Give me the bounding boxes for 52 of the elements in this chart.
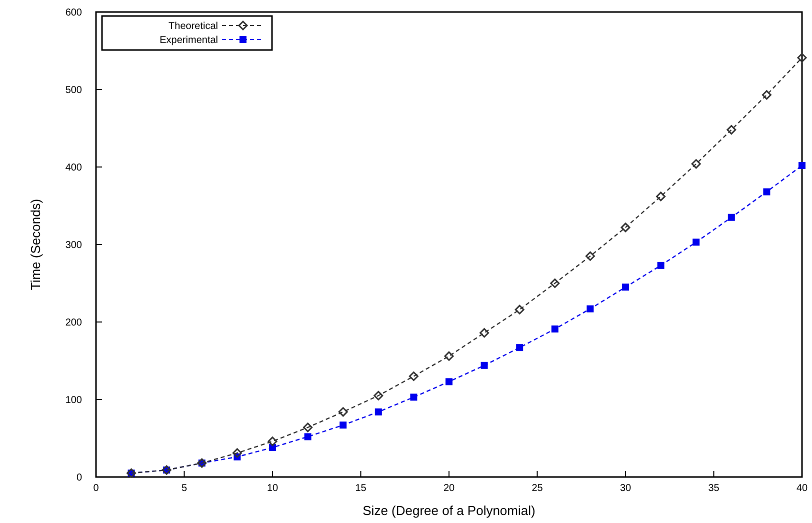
x-tick-label: 25 <box>532 483 544 494</box>
point <box>550 278 560 288</box>
x-tick-label: 20 <box>443 483 455 494</box>
point <box>304 433 312 440</box>
point <box>798 162 806 169</box>
point <box>620 222 630 232</box>
point <box>340 422 347 429</box>
point <box>797 52 807 62</box>
y-axis-title: Time (Seconds) <box>28 198 43 290</box>
point <box>374 408 382 416</box>
legend-label: Experimental <box>160 35 218 46</box>
point <box>691 159 701 169</box>
point <box>480 328 490 338</box>
point <box>622 284 629 291</box>
point <box>514 304 524 314</box>
y-tick-label: 200 <box>65 318 82 328</box>
y-tick-label: 500 <box>65 85 82 96</box>
point <box>480 362 488 369</box>
x-tick-label: 40 <box>796 483 808 494</box>
y-tick-label: 100 <box>65 395 82 406</box>
point <box>516 344 524 352</box>
x-tick-label: 15 <box>355 483 367 494</box>
y-tick-label: 400 <box>65 162 82 174</box>
point <box>338 407 348 417</box>
point <box>656 192 666 202</box>
point <box>374 390 384 400</box>
point <box>763 188 770 196</box>
point <box>657 262 664 269</box>
point <box>585 251 595 261</box>
point <box>444 351 454 361</box>
point <box>268 436 278 446</box>
x-tick-label: 35 <box>708 483 720 494</box>
x-tick-label: 10 <box>266 483 278 494</box>
legend-label: Theoretical <box>168 21 218 32</box>
x-tick-label: 30 <box>620 483 632 494</box>
point <box>728 214 735 221</box>
point <box>232 448 242 458</box>
point <box>410 394 418 401</box>
y-tick-label: 300 <box>65 240 82 251</box>
point <box>408 372 418 381</box>
point <box>762 90 772 100</box>
x-tick-label: 5 <box>181 483 188 494</box>
x-axis-title: Size (Degree of a Polynomial) <box>362 503 536 518</box>
x-tick-label: 0 <box>93 483 100 494</box>
y-tick-label: 600 <box>65 8 82 18</box>
point <box>551 325 558 332</box>
point <box>303 422 313 432</box>
point <box>446 378 452 386</box>
y-tick-label: 0 <box>76 472 82 484</box>
point <box>692 238 700 246</box>
point <box>586 305 594 312</box>
point <box>726 125 736 135</box>
